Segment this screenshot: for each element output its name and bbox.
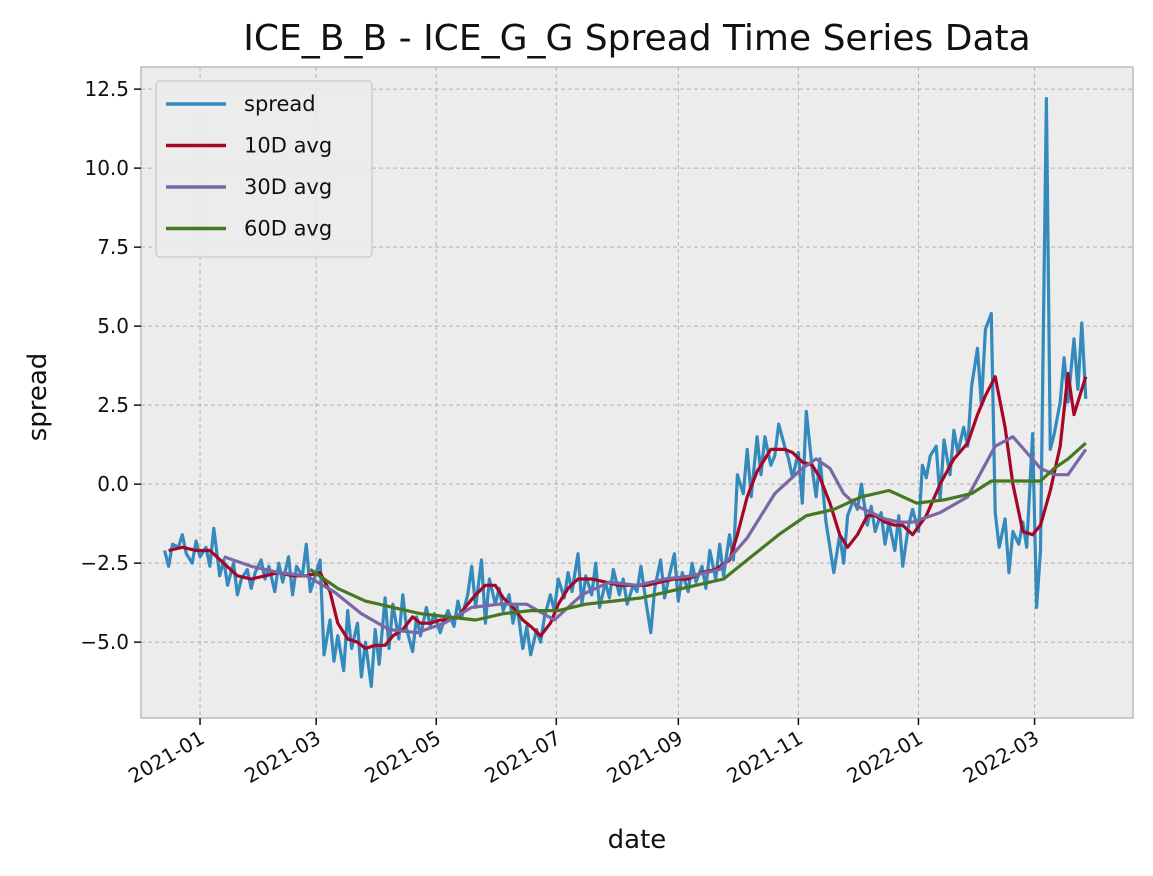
series-line-spread [163, 97, 1088, 688]
legend-label: 30D avg [244, 175, 332, 199]
series-lines [163, 97, 1088, 688]
legend: spread 10D avg 30D avg 60D avg [155, 80, 373, 258]
series-line-60d-avg [309, 441, 1087, 622]
y-tick-label: 10.0 [84, 156, 129, 180]
chart-title: ICE_B_B - ICE_G_G Spread Time Series Dat… [243, 18, 1030, 59]
legend-label: 10D avg [244, 134, 332, 158]
y-tick-label: 7.5 [97, 235, 129, 259]
x-tick-label: 2021-07 [480, 726, 564, 789]
x-tick-label: 2022-01 [843, 726, 927, 789]
y-axis-ticks: 12.5 10.0 7.5 5.0 2.5 0.0 −2.5 −5.0 [80, 77, 141, 654]
x-tick-label: 2021-01 [124, 726, 208, 789]
y-tick-label: −2.5 [80, 551, 129, 575]
legend-label: 60D avg [244, 217, 332, 241]
x-axis-label: date [608, 825, 667, 855]
series-line-30d-avg [223, 435, 1088, 635]
y-tick-label: 0.0 [97, 472, 129, 496]
x-axis-ticks: 2021-01 2021-03 2021-05 2021-07 2021-09 2021-… [124, 718, 1043, 788]
x-tick-label: 2021-09 [602, 726, 686, 789]
y-tick-label: 5.0 [97, 314, 129, 338]
grid-lines [141, 67, 1133, 718]
y-tick-label: −5.0 [80, 630, 129, 654]
legend-label: spread [244, 92, 316, 116]
y-axis-label: spread [23, 353, 53, 442]
y-tick-label: 12.5 [84, 77, 129, 101]
x-tick-label: 2022-03 [959, 726, 1043, 789]
y-tick-label: 2.5 [97, 393, 129, 417]
x-tick-label: 2021-05 [360, 726, 444, 789]
x-tick-label: 2021-03 [240, 726, 324, 789]
legend-box [155, 80, 373, 258]
x-tick-label: 2021-11 [723, 726, 807, 789]
